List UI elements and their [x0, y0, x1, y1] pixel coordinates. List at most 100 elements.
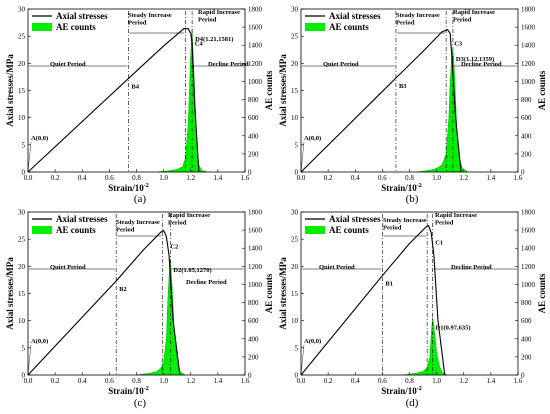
y-right-tick-label: 1800: [248, 6, 263, 14]
period-label-3: Rapid Increase Period: [198, 9, 240, 24]
x-axis-title: Strain/10-2: [381, 183, 422, 193]
legend-label-stress: Axial stresses: [56, 11, 108, 21]
x-tick-label: 1.0: [159, 174, 168, 182]
x-tick-label: 1.6: [241, 174, 250, 182]
legend-label-ae: AE counts: [329, 225, 369, 235]
axial-stress-line: [27, 28, 200, 173]
y-left-tick-label: 0: [295, 169, 299, 177]
y-left-axis-title: Axial stresses/MPa: [278, 257, 288, 330]
period-label-line: Period: [198, 17, 217, 24]
y-right-tick-label: 1800: [248, 209, 263, 217]
y-left-tick-label: 30: [291, 6, 299, 14]
key-point-label: C3: [454, 40, 463, 47]
legend-area-swatch: [305, 23, 325, 31]
x-tick-label: 1.2: [186, 377, 195, 385]
y-right-tick-label: 0: [521, 169, 525, 177]
y-left-tick-label: 25: [18, 33, 26, 41]
y-right-tick-label: 200: [521, 150, 532, 158]
point-leader: [27, 141, 32, 173]
y-right-tick-label: 1000: [248, 281, 263, 289]
y-right-tick-label: 800: [248, 96, 259, 104]
period-label-3: Rapid Increase Period: [168, 212, 210, 227]
y-right-tick-label: 0: [521, 372, 525, 380]
key-point-label: B4: [131, 84, 139, 91]
key-point-label: A(0,0): [31, 338, 48, 345]
x-axis-title-exponent: -2: [417, 386, 422, 392]
y-right-tick-label: 1600: [248, 227, 263, 235]
period-label-3: Rapid Increase Period: [435, 212, 477, 227]
x-tick-label: 1.6: [514, 174, 523, 182]
period-label-line: Decline Period: [451, 264, 492, 271]
y-left-tick-label: 30: [291, 209, 299, 217]
y-left-tick-label: 0: [22, 372, 26, 380]
period-label-line: Rapid Increase: [453, 9, 495, 16]
y-right-tick-label: 1400: [248, 42, 263, 50]
period-label-2: Steady Increase Period: [396, 12, 440, 27]
x-tick-label: 0.4: [78, 174, 87, 182]
period-label-line: Period: [383, 225, 402, 232]
period-label-4: Decline Period: [461, 61, 502, 68]
panel-label: (a): [134, 193, 147, 205]
period-label-line: Period: [396, 20, 415, 27]
legend-label-ae: AE counts: [56, 225, 96, 235]
y-left-tick-label: 10: [291, 114, 299, 122]
x-tick-label: 1.4: [487, 377, 496, 385]
y-left-tick-label: 15: [18, 290, 26, 298]
x-tick-label: 0.6: [105, 174, 114, 182]
y-right-tick-label: 800: [248, 299, 259, 307]
ae-counts-area: [156, 28, 208, 173]
ae-counts-area: [402, 317, 448, 376]
y-left-tick-label: 30: [18, 209, 26, 217]
y-right-tick-label: 1200: [521, 263, 536, 271]
panel-label: (d): [406, 397, 419, 409]
x-tick-label: 0.6: [378, 174, 387, 182]
period-label-line: Period: [435, 220, 454, 227]
y-right-tick-label: 1600: [248, 24, 263, 32]
y-right-tick-label: 0: [248, 169, 252, 177]
period-label-line: Decline Period: [208, 61, 249, 68]
y-right-tick-label: 400: [521, 132, 532, 140]
y-left-tick-label: 5: [295, 344, 299, 352]
y-left-tick-label: 20: [18, 60, 26, 68]
plot-frame: [300, 211, 519, 376]
x-tick-label: 1.2: [459, 377, 468, 385]
y-left-tick-label: 30: [18, 6, 26, 14]
key-point-label: C1: [435, 240, 443, 247]
x-tick-label: 1.4: [487, 174, 496, 182]
y-right-tick-label: 200: [248, 353, 259, 361]
panel-label: (b): [406, 193, 419, 205]
period-label-line: Rapid Increase: [198, 9, 240, 16]
x-tick-label: 0.2: [51, 377, 60, 385]
x-tick-label: 0.8: [132, 174, 141, 182]
y-left-tick-label: 20: [18, 263, 26, 271]
y-left-axis-title: Axial stresses/MPa: [278, 54, 288, 127]
y-right-tick-label: 600: [248, 317, 259, 325]
x-tick-label: 0.4: [351, 377, 360, 385]
x-tick-label: 0.0: [297, 174, 306, 182]
x-tick-label: 1.6: [514, 377, 523, 385]
period-label-line: Quiet Period: [319, 264, 355, 271]
x-axis-title: Strain/10-2: [108, 386, 149, 396]
y-right-tick-label: 1800: [521, 6, 536, 14]
period-label-line: Steady Increase: [383, 217, 427, 224]
legend-area-swatch: [305, 226, 325, 234]
y-left-tick-label: 15: [291, 87, 299, 95]
x-tick-label: 1.0: [432, 174, 441, 182]
y-right-tick-label: 800: [521, 96, 532, 104]
legend-label-stress: Axial stresses: [329, 11, 381, 21]
period-label-2: Steady Increase Period: [116, 219, 160, 234]
period-label-line: Period: [116, 227, 135, 234]
point-leader: [27, 344, 32, 376]
period-label-1: Quiet Period: [50, 61, 86, 68]
key-point-label: D2(1.05,1270): [173, 267, 211, 274]
y-left-tick-label: 25: [291, 33, 299, 41]
point-leader: [300, 141, 305, 173]
y-right-tick-label: 600: [248, 114, 259, 122]
x-tick-label: 1.2: [186, 174, 195, 182]
period-label-2: Steady Increase Period: [128, 12, 172, 27]
x-tick-label: 1.4: [214, 377, 223, 385]
y-left-tick-label: 5: [295, 141, 299, 149]
y-left-tick-label: 20: [291, 263, 299, 271]
